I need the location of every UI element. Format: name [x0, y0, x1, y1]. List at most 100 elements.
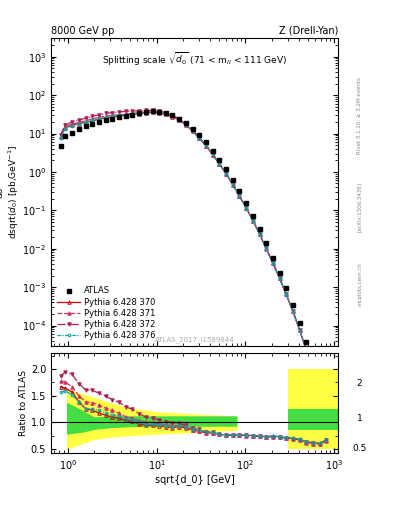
ATLAS	[310, 359, 315, 366]
Pythia 6.428 370	[204, 143, 208, 149]
ATLAS	[197, 132, 202, 138]
ATLAS	[297, 320, 302, 326]
Pythia 6.428 376	[177, 117, 182, 123]
Text: 2: 2	[357, 379, 362, 388]
Pythia 6.428 376	[83, 119, 88, 125]
ATLAS	[83, 123, 88, 130]
ATLAS	[237, 188, 242, 195]
Pythia 6.428 376	[150, 109, 155, 115]
Pythia 6.428 370	[143, 110, 148, 116]
Pythia 6.428 371	[230, 181, 235, 187]
Pythia 6.428 376	[297, 327, 302, 333]
Pythia 6.428 376	[137, 110, 141, 116]
Pythia 6.428 376	[70, 122, 74, 129]
Pythia 6.428 372	[150, 107, 155, 113]
Pythia 6.428 371	[110, 112, 115, 118]
ATLAS	[70, 130, 74, 136]
Pythia 6.428 372	[244, 205, 248, 211]
Pythia 6.428 371	[204, 142, 208, 148]
ATLAS	[163, 110, 168, 116]
Pythia 6.428 370	[110, 114, 115, 120]
Pythia 6.428 370	[130, 111, 135, 117]
Text: ATLAS_2017_I1589844: ATLAS_2017_I1589844	[155, 336, 234, 343]
Pythia 6.428 372	[90, 113, 95, 119]
Pythia 6.428 371	[237, 193, 242, 199]
ATLAS	[130, 112, 135, 118]
Pythia 6.428 376	[170, 113, 175, 119]
Pythia 6.428 372	[250, 218, 255, 224]
Pythia 6.428 370	[163, 111, 168, 117]
Pythia 6.428 372	[270, 260, 275, 266]
Pythia 6.428 372	[70, 119, 74, 125]
ATLAS	[264, 240, 268, 246]
Pythia 6.428 371	[170, 113, 175, 119]
ATLAS	[317, 381, 322, 388]
Pythia 6.428 376	[304, 346, 309, 352]
ATLAS	[143, 109, 148, 115]
ATLAS	[250, 212, 255, 219]
Pythia 6.428 370	[58, 134, 63, 140]
Pythia 6.428 371	[90, 116, 95, 122]
Pythia 6.428 376	[190, 127, 195, 134]
Text: 8000 GeV pp: 8000 GeV pp	[51, 26, 114, 36]
ATLAS	[304, 338, 309, 345]
Pythia 6.428 371	[297, 327, 302, 333]
Pythia 6.428 371	[190, 128, 195, 134]
Pythia 6.428 372	[177, 116, 182, 122]
Pythia 6.428 370	[284, 291, 288, 297]
ATLAS	[150, 109, 155, 115]
Pythia 6.428 376	[210, 152, 215, 158]
Text: Z (Drell-Yan): Z (Drell-Yan)	[279, 26, 338, 36]
Pythia 6.428 371	[83, 118, 88, 124]
ATLAS	[177, 116, 182, 122]
Pythia 6.428 370	[257, 231, 262, 237]
Pythia 6.428 371	[137, 110, 141, 116]
Pythia 6.428 372	[58, 132, 63, 138]
Pythia 6.428 376	[130, 111, 135, 117]
Pythia 6.428 371	[304, 347, 309, 353]
Pythia 6.428 376	[217, 161, 222, 167]
ATLAS	[97, 119, 101, 125]
Pythia 6.428 370	[297, 327, 302, 333]
Y-axis label: Ratio to ATLAS: Ratio to ATLAS	[19, 370, 28, 436]
Y-axis label: dσ
dsqrt($d_0$) [pb,GeV$^{-1}$]: dσ dsqrt($d_0$) [pb,GeV$^{-1}$]	[0, 145, 21, 239]
Pythia 6.428 371	[310, 368, 315, 374]
Pythia 6.428 371	[143, 109, 148, 115]
Pythia 6.428 376	[264, 245, 268, 251]
Pythia 6.428 372	[230, 181, 235, 187]
Pythia 6.428 376	[277, 275, 282, 281]
ATLAS	[217, 157, 222, 163]
Pythia 6.428 370	[324, 415, 329, 421]
Pythia 6.428 370	[210, 152, 215, 158]
ATLAS	[277, 269, 282, 275]
Text: Splitting scale $\sqrt{d_0}$ (71 < m$_{ll}$ < 111 GeV): Splitting scale $\sqrt{d_0}$ (71 < m$_{l…	[102, 51, 287, 68]
Pythia 6.428 370	[97, 116, 101, 122]
Text: 1: 1	[357, 414, 362, 423]
Pythia 6.428 371	[157, 109, 162, 115]
Pythia 6.428 371	[70, 121, 74, 127]
Pythia 6.428 371	[103, 113, 108, 119]
Pythia 6.428 376	[163, 111, 168, 117]
Pythia 6.428 376	[257, 231, 262, 237]
Pythia 6.428 376	[270, 260, 275, 266]
Pythia 6.428 370	[76, 121, 81, 127]
Pythia 6.428 376	[184, 122, 188, 128]
Pythia 6.428 372	[190, 127, 195, 134]
Pythia 6.428 371	[184, 122, 188, 128]
Pythia 6.428 371	[177, 117, 182, 123]
Pythia 6.428 371	[197, 135, 202, 141]
Text: mcplots.cern.ch: mcplots.cern.ch	[357, 262, 362, 306]
ATLAS	[157, 109, 162, 115]
Pythia 6.428 370	[197, 135, 202, 141]
Pythia 6.428 376	[97, 116, 101, 122]
Pythia 6.428 370	[317, 390, 322, 396]
Pythia 6.428 372	[117, 109, 121, 115]
ATLAS	[204, 139, 208, 145]
Pythia 6.428 376	[117, 113, 121, 119]
Pythia 6.428 376	[90, 117, 95, 123]
Text: Rivet 3.1.10; ≥ 3.2M events: Rivet 3.1.10; ≥ 3.2M events	[357, 77, 362, 154]
Pythia 6.428 371	[290, 308, 295, 314]
Pythia 6.428 371	[217, 161, 222, 167]
ATLAS	[117, 114, 121, 120]
Pythia 6.428 376	[290, 308, 295, 314]
